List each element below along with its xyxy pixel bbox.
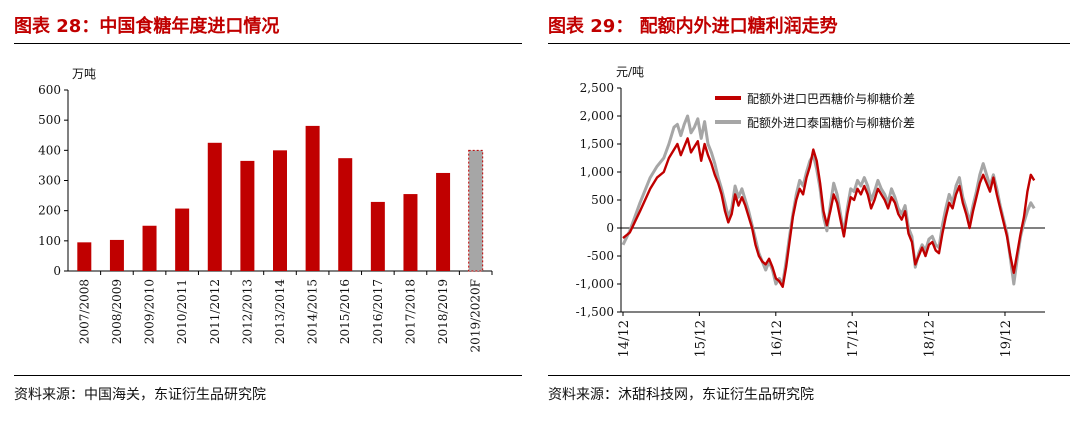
x-tick-label: 18/12 — [923, 320, 938, 357]
figure-28-source: 资料来源：中国海关，东证衍生品研究院 — [14, 387, 266, 403]
bar-forecast — [468, 149, 484, 272]
figure-28-title: 图表 28：中国食糖年度进口情况 — [14, 16, 280, 37]
y-tick-label: 2,000 — [580, 109, 614, 123]
x-tick-label: 2008/2009 — [110, 279, 124, 344]
bar — [403, 194, 418, 271]
x-tick-label: 2013/2014 — [273, 279, 287, 344]
x-tick-label: 2016/2017 — [371, 279, 385, 344]
title-rule — [14, 43, 522, 44]
legend-label-brazil: 配额外进口巴西糖价与柳糖价差 — [747, 91, 916, 106]
y-tick-label: 300 — [38, 174, 61, 188]
y-tick-label: 1,000 — [580, 165, 614, 179]
y-tick-label: -1,500 — [576, 305, 614, 319]
legend-label-thailand: 配额外进口泰国糖价与柳糖价差 — [747, 115, 916, 130]
y-tick-label: 500 — [38, 113, 61, 127]
legend-swatch-thailand — [715, 120, 741, 124]
y-tick-label: 200 — [38, 204, 61, 218]
bar — [142, 225, 157, 271]
legend-item-thailand: 配额外进口泰国糖价与柳糖价差 — [715, 110, 915, 134]
legend-swatch-brazil — [715, 96, 741, 100]
y-tick-label: 1,500 — [580, 137, 614, 151]
chart-legend: 配额外进口巴西糖价与柳糖价差 配额外进口泰国糖价与柳糖价差 — [715, 86, 915, 134]
y-tick-label: 500 — [591, 193, 614, 207]
bar — [175, 208, 190, 271]
x-tick-label: 15/12 — [693, 320, 708, 357]
y-unit-label: 元/吨 — [616, 65, 644, 79]
x-tick-label: 2019/2020F — [469, 279, 483, 352]
x-tick-label: 14/12 — [617, 320, 632, 357]
x-tick-label: 2007/2008 — [77, 279, 91, 344]
x-tick-label: 2010/2011 — [175, 279, 189, 344]
y-tick-label: 600 — [38, 83, 61, 97]
x-tick-label: 17/12 — [846, 320, 861, 357]
x-tick-label: 19/12 — [999, 320, 1014, 357]
bar — [436, 172, 451, 271]
source-rule — [14, 375, 522, 376]
legend-item-brazil: 配额外进口巴西糖价与柳糖价差 — [715, 86, 915, 110]
x-tick-label: 2017/2018 — [403, 279, 417, 344]
bar — [273, 150, 287, 271]
y-unit-label: 万吨 — [72, 67, 96, 81]
y-tick-label: 0 — [606, 221, 614, 235]
y-tick-label: -1,000 — [576, 277, 614, 291]
import-bar-chart: 万吨 0 100 200 300 400 500 600 2007/2008 2008/2009 2… — [38, 67, 493, 352]
x-tick-label: 2014/2015 — [306, 279, 320, 344]
y-tick-label: -500 — [587, 249, 614, 263]
series-line-1 — [621, 114, 1036, 286]
bar — [338, 158, 353, 271]
x-tick-label: 2015/2016 — [338, 279, 352, 344]
x-tick-label: 2009/2010 — [143, 279, 157, 344]
y-tick-label: 0 — [53, 264, 61, 278]
source-rule — [548, 375, 1070, 376]
bar — [305, 125, 320, 271]
title-rule — [548, 43, 1070, 44]
figure-29-source: 资料来源：沐甜科技网，东证衍生品研究院 — [548, 387, 814, 403]
x-tick-label: 16/12 — [770, 320, 785, 357]
series-line-0 — [622, 137, 1036, 288]
profit-line-chart: 元/吨 -1,500 -1,000 -500 0 500 1,000 1,500 2,000 2,… — [576, 65, 1045, 357]
bar — [370, 201, 385, 271]
x-tick-label: 2012/2013 — [240, 279, 254, 344]
y-tick-label: 2,500 — [580, 81, 614, 95]
bar — [77, 242, 92, 271]
bar — [109, 239, 124, 271]
y-tick-label: 100 — [38, 234, 61, 248]
figure-28-panel: 图表 28：中国食糖年度进口情况 万吨 0 100 200 300 400 500 600 20… — [0, 0, 530, 429]
bar — [207, 142, 222, 271]
figure-29-title: 图表 29： 配额内外进口糖利润走势 — [548, 16, 838, 37]
x-tick-label: 2011/2012 — [208, 279, 222, 344]
y-tick-label: 400 — [38, 143, 61, 157]
figure-29-panel: 图表 29： 配额内外进口糖利润走势 元/吨 -1,500 -1,000 -500 0 5… — [540, 0, 1080, 429]
bar — [240, 160, 255, 271]
x-tick-label: 2018/2019 — [436, 279, 450, 344]
